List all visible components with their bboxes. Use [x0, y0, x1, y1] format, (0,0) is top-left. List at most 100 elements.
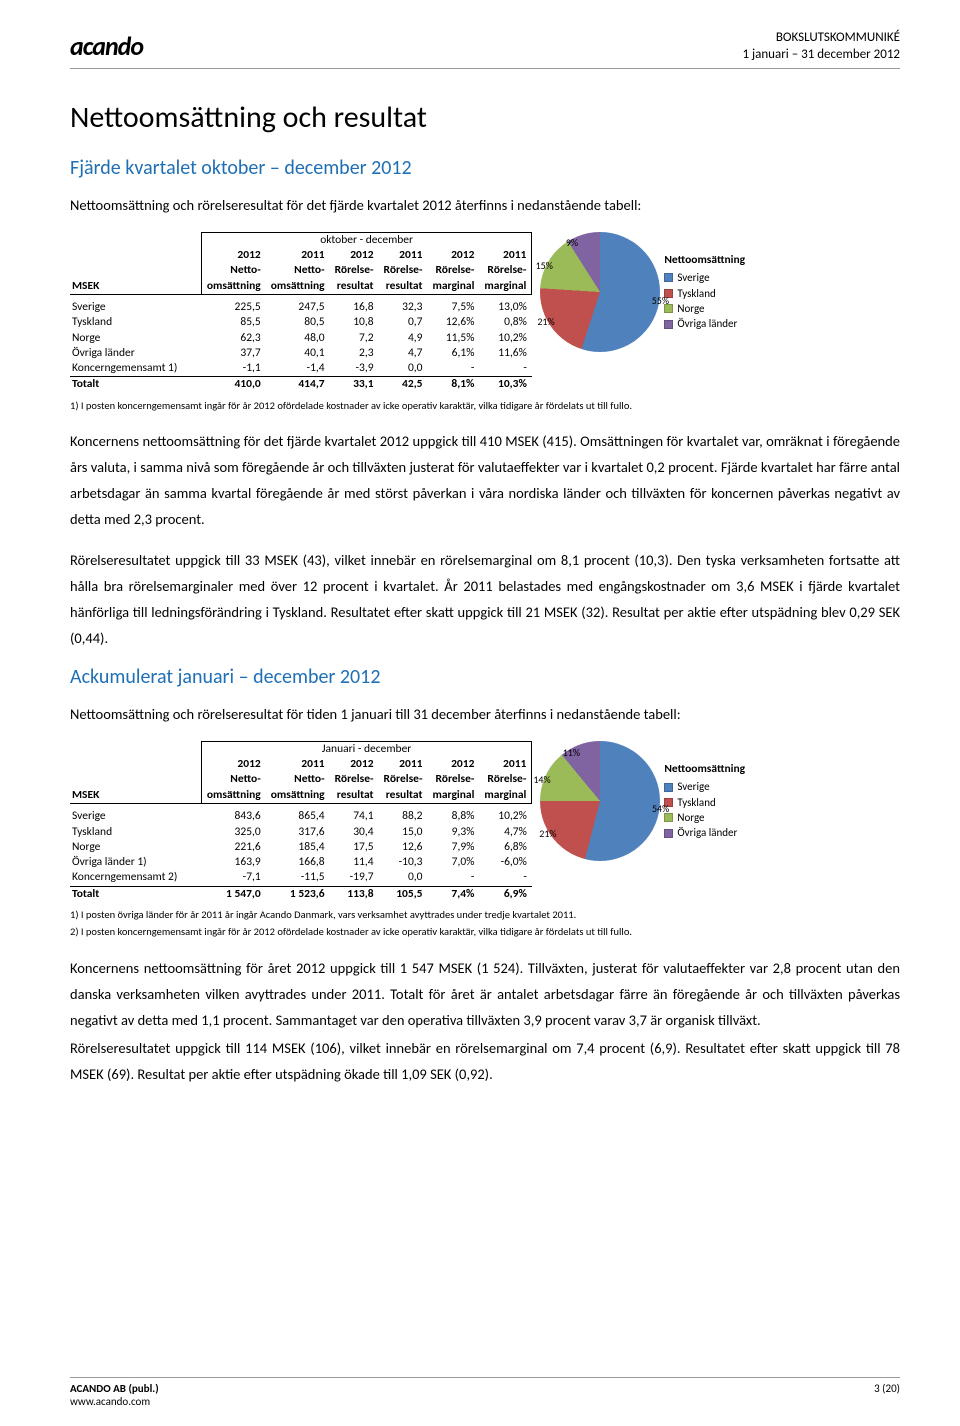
legend-item: Övriga länder — [664, 316, 745, 331]
cell: 0,8% — [479, 315, 531, 330]
pie-slice-label: 54% — [652, 802, 669, 815]
chart-q4: 55%21%15%9% NettoomsättningSverigeTyskla… — [540, 232, 745, 352]
legend-annual: Nettoomsättning SverigeTysklandNorgeÖvrig… — [664, 761, 745, 841]
legend-label: Norge — [677, 810, 704, 825]
legend-q4: Nettoomsättning SverigeTysklandNorgeÖvrig… — [664, 252, 745, 332]
cell: 7,0% — [427, 855, 479, 870]
row-label: Koncerngemensamt 1) — [70, 361, 201, 377]
legend-label: Norge — [677, 301, 704, 316]
table-row: Övriga länder37,740,12,34,76,1%11,6% — [70, 346, 532, 361]
cell: 7,2 — [330, 331, 379, 346]
legend-swatch — [664, 320, 673, 329]
section2-intro: Nettoomsättning och rörelseresultat för … — [70, 701, 900, 727]
page-header: acando BOKSLUTSKOMMUNIKÉ 1 januari – 31 … — [70, 30, 900, 69]
cell: -6,0% — [479, 855, 531, 870]
cell: -19,7 — [330, 870, 379, 886]
page-title: Nettoomsättning och resultat — [70, 99, 900, 136]
cell: 4,7 — [379, 346, 428, 361]
cell: 80,5 — [266, 315, 330, 330]
table-annual: Januari - december2012201120122011201220… — [70, 741, 532, 902]
cell: 15,0 — [379, 825, 428, 840]
pie-slice-label: 21% — [537, 315, 554, 328]
cell: -7,1 — [201, 870, 265, 886]
cell: -1,4 — [266, 361, 330, 377]
cell: 37,7 — [201, 346, 265, 361]
cell: 12,6% — [427, 315, 479, 330]
cell: 10,2% — [479, 331, 531, 346]
cell: 0,0 — [379, 361, 428, 377]
section1-heading: Fjärde kvartalet oktober – december 2012 — [70, 156, 900, 180]
cell: 8,8% — [427, 809, 479, 824]
col-year: 2012 — [201, 757, 265, 772]
legend-swatch — [664, 783, 673, 792]
cell: 40,1 — [266, 346, 330, 361]
row-label: Norge — [70, 331, 201, 346]
legend-item: Sverige — [664, 779, 745, 794]
legend-label: Tyskland — [677, 286, 715, 301]
table-row: Koncerngemensamt 2)-7,1-11,5-19,70,0-- — [70, 870, 532, 886]
para-1: Koncernens nettoomsättning för det fjärd… — [70, 428, 900, 532]
msek-label: MSEK — [70, 279, 201, 295]
legend-item: Norge — [664, 810, 745, 825]
cell: 325,0 — [201, 825, 265, 840]
col-year: 2012 — [330, 757, 379, 772]
col-year: 2012 — [427, 248, 479, 263]
legend-item: Sverige — [664, 270, 745, 285]
table-row: Koncerngemensamt 1)-1,1-1,4-3,90,0-- — [70, 361, 532, 377]
cell: - — [427, 361, 479, 377]
footnote-1: 1) I posten koncerngemensamt ingår för å… — [70, 399, 900, 413]
cell: 317,6 — [266, 825, 330, 840]
table-row: Sverige843,6865,474,188,28,8%10,2% — [70, 809, 532, 824]
cell: -10,3 — [379, 855, 428, 870]
table-row: Sverige225,5247,516,832,37,5%13,0% — [70, 300, 532, 315]
footer-page-number: 3 (20) — [874, 1382, 900, 1408]
cell: 2,3 — [330, 346, 379, 361]
cell: - — [479, 870, 531, 886]
legend-label: Övriga länder — [677, 825, 737, 840]
cell: 11,6% — [479, 346, 531, 361]
table-row: Övriga länder 1)163,9166,811,4-10,37,0%-… — [70, 855, 532, 870]
total-row: Totalt410,0414,733,142,58,1%10,3% — [70, 377, 532, 393]
cell: 0,0 — [379, 870, 428, 886]
para-2: Rörelseresultatet uppgick till 33 MSEK (… — [70, 547, 900, 651]
cell: 221,6 — [201, 840, 265, 855]
legend-item: Tyskland — [664, 795, 745, 810]
legend-item: Tyskland — [664, 286, 745, 301]
legend-swatch — [664, 813, 673, 822]
cell: 30,4 — [330, 825, 379, 840]
table-row: Norge221,6185,417,512,67,9%6,8% — [70, 840, 532, 855]
total-row: Totalt1 547,01 523,6113,8105,57,4%6,9% — [70, 886, 532, 902]
pie-slice-label: 21% — [539, 827, 556, 840]
cell: 85,5 — [201, 315, 265, 330]
pie-slice-label: 14% — [533, 773, 550, 786]
col-year: 2011 — [479, 757, 531, 772]
section1-intro: Nettoomsättning och rörelseresultat för … — [70, 192, 900, 218]
row-label: Norge — [70, 840, 201, 855]
cell: 62,3 — [201, 331, 265, 346]
row-label: Sverige — [70, 809, 201, 824]
col-year: 2011 — [266, 757, 330, 772]
legend-label: Övriga länder — [677, 316, 737, 331]
cell: 17,5 — [330, 840, 379, 855]
cell: 247,5 — [266, 300, 330, 315]
cell: -3,9 — [330, 361, 379, 377]
cell: 16,8 — [330, 300, 379, 315]
legend-title: Nettoomsättning — [664, 761, 745, 777]
doc-type: BOKSLUTSKOMMUNIKÉ — [742, 30, 900, 47]
footer-url: www.acando.com — [70, 1395, 159, 1408]
cell: 10,8 — [330, 315, 379, 330]
row-label: Tyskland — [70, 315, 201, 330]
cell: 7,9% — [427, 840, 479, 855]
cell: 13,0% — [479, 300, 531, 315]
footer-left: ACANDO AB (publ.) www.acando.com — [70, 1382, 159, 1408]
header-meta: BOKSLUTSKOMMUNIKÉ 1 januari – 31 decembe… — [742, 30, 900, 64]
legend-label: Sverige — [677, 270, 709, 285]
pie-slice-label: 9% — [566, 236, 578, 249]
table-row: Tyskland85,580,510,80,712,6%0,8% — [70, 315, 532, 330]
legend-title: Nettoomsättning — [664, 252, 745, 268]
cell: 6,8% — [479, 840, 531, 855]
cell: 166,8 — [266, 855, 330, 870]
table-period-label: Januari - december — [201, 742, 532, 758]
row-label: Koncerngemensamt 2) — [70, 870, 201, 886]
para-4: Rörelseresultatet uppgick till 114 MSEK … — [70, 1035, 900, 1087]
